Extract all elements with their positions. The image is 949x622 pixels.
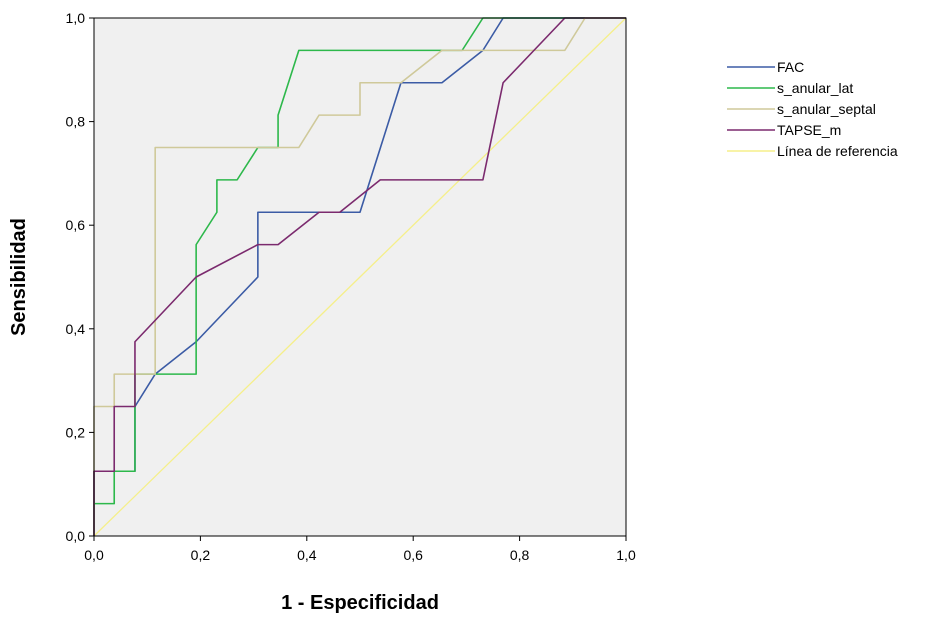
y-tick-label: 0,0	[66, 528, 86, 544]
series-line-tapse-m	[93, 17, 626, 536]
x-axis-title: 1 - Especificidad	[281, 592, 439, 614]
series-line-s-anular-lat	[93, 17, 626, 536]
series-line-reference	[93, 17, 627, 537]
legend-label: s_anular_lat	[777, 80, 853, 96]
x-tick-label: 0,2	[191, 547, 211, 563]
y-tick-label: 0,8	[66, 114, 86, 130]
legend: FAC s_anular_lat s_anular_septal TAPSE_m Lín…	[727, 59, 898, 159]
x-tick-label: 0,6	[403, 547, 423, 563]
legend-label: TAPSE_m	[777, 122, 841, 138]
x-tick-label: 1,0	[616, 547, 636, 563]
y-axis-title: Sensibilidad	[8, 218, 30, 336]
legend-label: FAC	[777, 59, 804, 75]
legend-label: Línea de referencia	[777, 143, 898, 159]
y-tick-label: 0,6	[66, 217, 86, 233]
x-tick-label: 0,0	[84, 547, 104, 563]
series-line-s-anular-septal	[93, 17, 626, 536]
x-tick-label: 0,4	[297, 547, 317, 563]
y-tick-label: 0,4	[66, 321, 86, 337]
y-tick-label: 1,0	[66, 10, 86, 26]
legend-label: s_anular_septal	[777, 101, 876, 117]
y-tick-label: 0,2	[66, 424, 86, 440]
plot-frame	[93, 17, 627, 537]
x-tick-label: 0,8	[510, 547, 530, 563]
